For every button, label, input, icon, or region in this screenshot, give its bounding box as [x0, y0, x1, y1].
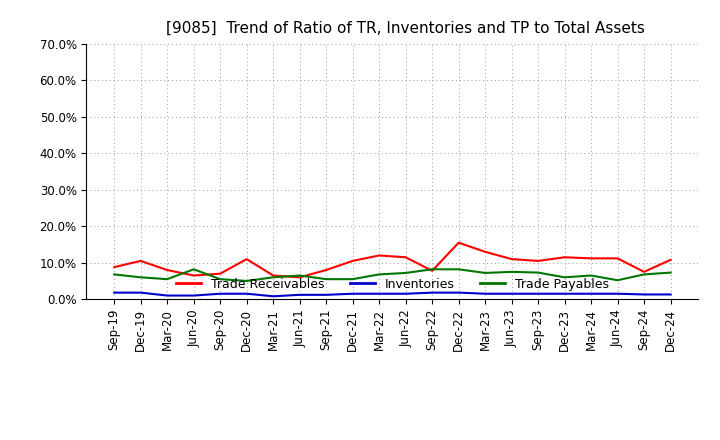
Line: Trade Payables: Trade Payables	[114, 269, 670, 281]
Inventories	[110, 290, 119, 295]
Inventories	[322, 292, 330, 297]
Trade Payables	[189, 267, 198, 272]
Trade Receivables	[428, 268, 436, 273]
Inventories	[587, 291, 595, 297]
Inventories	[613, 291, 622, 297]
Trade Receivables	[640, 269, 649, 275]
Trade Receivables	[508, 257, 516, 262]
Trade Payables	[454, 267, 463, 272]
Inventories	[401, 291, 410, 297]
Trade Payables	[560, 275, 569, 280]
Trade Receivables	[269, 273, 277, 278]
Trade Payables	[136, 275, 145, 280]
Trade Payables	[666, 270, 675, 275]
Trade Payables	[508, 269, 516, 275]
Trade Payables	[613, 278, 622, 283]
Inventories	[375, 291, 384, 297]
Trade Receivables	[322, 268, 330, 273]
Trade Receivables	[163, 268, 171, 273]
Trade Payables	[481, 270, 490, 275]
Inventories	[454, 290, 463, 295]
Trade Payables	[216, 276, 225, 282]
Trade Receivables	[295, 275, 304, 280]
Inventories	[428, 290, 436, 295]
Trade Payables	[640, 272, 649, 277]
Trade Receivables	[454, 240, 463, 246]
Trade Receivables	[401, 255, 410, 260]
Text: [9085]  Trend of Ratio of TR, Inventories and TP to Total Assets: [9085] Trend of Ratio of TR, Inventories…	[166, 21, 645, 36]
Line: Trade Receivables: Trade Receivables	[114, 243, 670, 277]
Trade Payables	[243, 279, 251, 284]
Trade Receivables	[534, 258, 542, 264]
Trade Receivables	[348, 258, 357, 264]
Inventories	[243, 291, 251, 297]
Trade Receivables	[560, 255, 569, 260]
Trade Receivables	[666, 257, 675, 263]
Inventories	[189, 293, 198, 298]
Trade Receivables	[481, 249, 490, 254]
Trade Payables	[110, 272, 119, 277]
Legend: Trade Receivables, Inventories, Trade Payables: Trade Receivables, Inventories, Trade Pa…	[171, 272, 613, 296]
Inventories	[163, 293, 171, 298]
Trade Receivables	[375, 253, 384, 258]
Trade Receivables	[110, 264, 119, 270]
Inventories	[136, 290, 145, 295]
Inventories	[348, 291, 357, 297]
Inventories	[508, 291, 516, 297]
Trade Payables	[348, 276, 357, 282]
Trade Payables	[401, 270, 410, 275]
Trade Payables	[534, 270, 542, 275]
Trade Receivables	[243, 257, 251, 262]
Trade Payables	[295, 273, 304, 278]
Inventories	[269, 293, 277, 299]
Inventories	[666, 292, 675, 297]
Trade Receivables	[216, 271, 225, 276]
Inventories	[560, 291, 569, 297]
Trade Receivables	[136, 258, 145, 264]
Trade Receivables	[613, 256, 622, 261]
Trade Payables	[269, 275, 277, 280]
Line: Inventories: Inventories	[114, 293, 670, 296]
Trade Payables	[375, 272, 384, 277]
Inventories	[295, 292, 304, 297]
Inventories	[640, 292, 649, 297]
Trade Payables	[322, 276, 330, 282]
Trade Payables	[163, 276, 171, 282]
Trade Payables	[428, 267, 436, 272]
Trade Receivables	[587, 256, 595, 261]
Inventories	[481, 291, 490, 297]
Inventories	[216, 291, 225, 297]
Trade Receivables	[189, 273, 198, 278]
Trade Payables	[587, 273, 595, 278]
Inventories	[534, 291, 542, 297]
